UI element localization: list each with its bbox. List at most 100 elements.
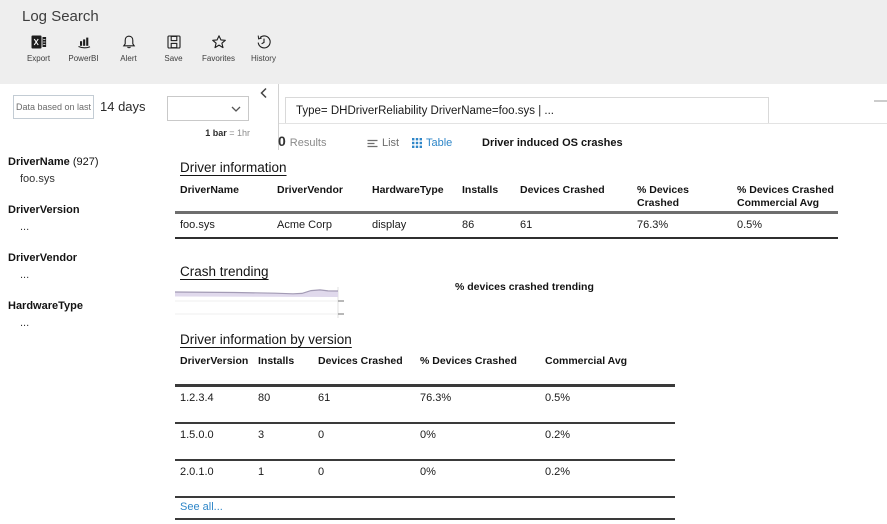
results-count-number: 0 bbox=[278, 133, 286, 149]
cell-commercial-avg: 0.5% bbox=[545, 392, 571, 404]
powerbi-label: PowerBI bbox=[68, 54, 99, 63]
bar-scale-note: 1 bar = 1hr bbox=[100, 128, 250, 138]
view-table-toggle[interactable]: Table bbox=[412, 137, 452, 149]
facet-drivervendor-label: DriverVendor bbox=[8, 252, 78, 264]
view-table-label: Table bbox=[426, 137, 453, 149]
table-bottom-rule bbox=[175, 518, 675, 520]
list-icon bbox=[367, 139, 378, 147]
collapse-panel-button[interactable] bbox=[259, 86, 271, 99]
cell-devices-crashed: 61 bbox=[318, 392, 331, 404]
column-header: Installs bbox=[462, 184, 499, 196]
cell-commercial-avg: 0.2% bbox=[545, 466, 571, 478]
history-button[interactable]: History bbox=[241, 33, 286, 63]
cell-hardwaretype: display bbox=[372, 219, 407, 231]
facet-drivername-label: DriverName (927) bbox=[8, 156, 173, 168]
column-header: Devices Crashed bbox=[520, 184, 605, 196]
table-row-rule bbox=[175, 422, 675, 424]
star-icon bbox=[210, 33, 228, 51]
cell-devices-crashed: 0 bbox=[318, 429, 325, 441]
save-button[interactable]: Save bbox=[151, 33, 196, 63]
driver-information-header-row: DriverName DriverVendor HardwareType Ins… bbox=[180, 184, 843, 210]
table-header-rule bbox=[175, 384, 675, 387]
driver-information-by-version-title: Driver information by version bbox=[180, 332, 352, 347]
scope-label-box: Data based on last bbox=[13, 95, 94, 119]
chevron-down-icon bbox=[231, 106, 241, 112]
panel-divider bbox=[278, 84, 279, 150]
facet-drivername-value[interactable]: foo.sys bbox=[20, 173, 55, 185]
facet-driverversion-value[interactable]: ... bbox=[20, 221, 30, 233]
history-icon bbox=[255, 33, 273, 51]
cell-drivervendor: Acme Corp bbox=[277, 219, 333, 231]
column-header: Devices Crashed bbox=[318, 355, 403, 367]
history-label: History bbox=[251, 54, 276, 63]
cell-driverversion: 1.2.3.4 bbox=[180, 392, 214, 404]
cutoff-element-edge bbox=[874, 100, 887, 102]
view-list-label: List bbox=[382, 137, 400, 149]
search-row-divider bbox=[279, 123, 887, 124]
facet-count: (927) bbox=[72, 156, 99, 168]
view-list-toggle[interactable]: List bbox=[367, 137, 399, 149]
cell-installs: 80 bbox=[258, 392, 271, 404]
column-header: % Devices Crashed bbox=[420, 355, 517, 367]
column-header: % Devices Crashed bbox=[637, 184, 689, 210]
results-count: 0 Results bbox=[278, 133, 326, 151]
column-header: % Devices Crashed Commercial Avg bbox=[737, 184, 834, 210]
facet-hardwaretype-label: HardwareType bbox=[8, 300, 83, 312]
table-grid-icon bbox=[412, 138, 422, 148]
time-range-dropdown[interactable] bbox=[167, 96, 249, 121]
bell-icon bbox=[120, 33, 138, 51]
column-header: DriverVersion bbox=[180, 355, 249, 367]
column-header: Installs bbox=[258, 355, 295, 367]
facet-drivervendor-value[interactable]: ... bbox=[20, 269, 30, 281]
cell-installs: 86 bbox=[462, 219, 475, 231]
cell-commercial-avg: 0.5% bbox=[737, 219, 763, 231]
cell-pct-devices-crashed: 76.3% bbox=[637, 219, 669, 231]
results-count-label: Results bbox=[289, 137, 327, 149]
cell-drivername: foo.sys bbox=[180, 219, 215, 231]
alert-button[interactable]: Alert bbox=[106, 33, 151, 63]
facet-driverversion-label: DriverVersion bbox=[8, 204, 80, 216]
cell-devices-crashed: 0 bbox=[318, 466, 325, 478]
crash-trending-title: Crash trending bbox=[180, 264, 269, 279]
table-row-rule bbox=[175, 496, 675, 498]
column-header: HardwareType bbox=[372, 184, 444, 196]
search-query-input[interactable]: Type= DHDriverReliability DriverName=foo… bbox=[285, 97, 769, 124]
bar-scale-rest: = 1hr bbox=[226, 128, 250, 138]
export-label: Export bbox=[26, 54, 51, 63]
sparkline-legend: % devices crashed trending bbox=[455, 281, 594, 293]
excel-export-icon bbox=[30, 33, 48, 51]
page-title: Log Search bbox=[22, 8, 99, 25]
facet-name-text: DriverName bbox=[8, 156, 70, 168]
table-header-rule bbox=[175, 211, 838, 214]
facet-hardwaretype-value[interactable]: ... bbox=[20, 317, 30, 329]
save-icon bbox=[165, 33, 183, 51]
header-bar: Log Search Export PowerBI Alert bbox=[0, 0, 887, 84]
see-all-link[interactable]: See all... bbox=[180, 501, 223, 513]
facet-drivervendor: DriverVendor ... bbox=[8, 252, 173, 281]
facet-drivername: DriverName (927) foo.sys bbox=[8, 156, 173, 185]
toolbar: Export PowerBI Alert Save bbox=[16, 33, 286, 63]
cell-driverversion: 2.0.1.0 bbox=[180, 466, 214, 478]
favorites-button[interactable]: Favorites bbox=[196, 33, 241, 63]
table-row: 1.2.3.4 80 61 76.3% 0.5% bbox=[180, 392, 675, 404]
crash-trending-sparkline-chart bbox=[174, 285, 347, 324]
cell-pct-devices-crashed: 0% bbox=[420, 429, 436, 441]
bar-scale-bold: 1 bar bbox=[205, 128, 227, 138]
version-table-header-row: DriverVersion Installs Devices Crashed %… bbox=[180, 355, 675, 368]
favorites-label: Favorites bbox=[202, 54, 235, 63]
time-range-value: 14 days bbox=[100, 99, 146, 114]
export-button[interactable]: Export bbox=[16, 33, 61, 63]
cell-pct-devices-crashed: 76.3% bbox=[420, 392, 452, 404]
table-row: 2.0.1.0 1 0 0% 0.2% bbox=[180, 466, 675, 478]
powerbi-button[interactable]: PowerBI bbox=[61, 33, 106, 63]
chevron-left-icon bbox=[260, 87, 267, 99]
table-row-rule bbox=[175, 459, 675, 461]
facet-driverversion: DriverVersion ... bbox=[8, 204, 173, 233]
cell-commercial-avg: 0.2% bbox=[545, 429, 571, 441]
cell-pct-devices-crashed: 0% bbox=[420, 466, 436, 478]
table-row: 1.5.0.0 3 0 0% 0.2% bbox=[180, 429, 675, 441]
driver-information-title: Driver information bbox=[180, 160, 287, 175]
powerbi-icon bbox=[75, 33, 93, 51]
save-label: Save bbox=[164, 54, 183, 63]
